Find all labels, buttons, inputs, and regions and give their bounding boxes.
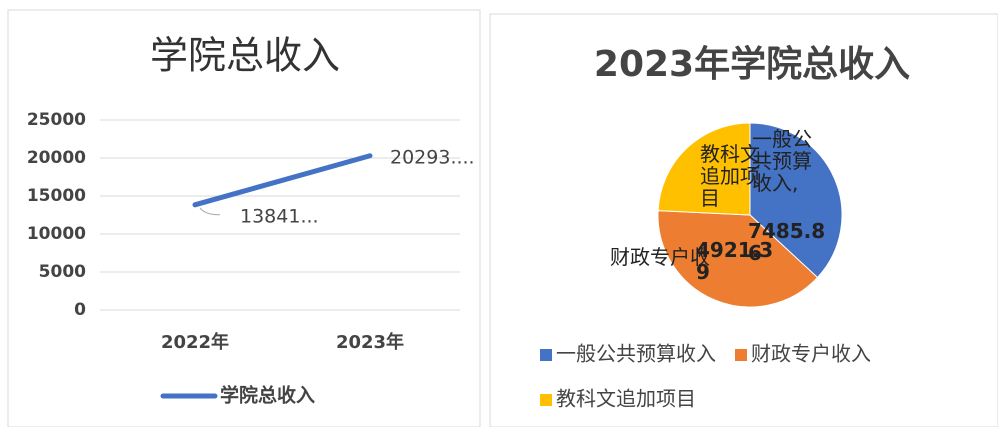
line-panel	[7, 9, 481, 427]
line-series	[192, 153, 373, 208]
legend-label: 学院总收入	[220, 384, 315, 407]
line-title: 学院总收入	[150, 34, 340, 78]
data-label: 13841...	[240, 205, 319, 227]
legend-swatch	[540, 394, 552, 406]
data-label: 20293....	[390, 146, 475, 168]
pie-slice	[657, 210, 819, 308]
pie-title: 2023年学院总收入	[594, 43, 910, 85]
pie-slice	[749, 122, 843, 279]
pie-label: 教科文追加项目	[700, 142, 760, 210]
pie-label: 财政专户收	[610, 245, 710, 269]
y-tick-label: 20000	[27, 148, 86, 168]
y-tick-label: 15000	[27, 186, 86, 206]
pie-value: 7485.86	[748, 219, 826, 265]
pie-slice	[657, 122, 751, 216]
y-tick-label: 5000	[39, 262, 86, 282]
x-tick-label: 2022年	[161, 331, 229, 353]
leader-line	[199, 207, 221, 216]
y-tick-label: 0	[74, 300, 86, 320]
x-tick-label: 2023年	[336, 331, 404, 353]
y-tick-label: 25000	[27, 110, 86, 130]
legend-swatch	[735, 349, 747, 361]
legend-label: 一般公共预算收入	[556, 342, 716, 366]
legend-label: 教科文追加项目	[556, 387, 696, 411]
legend-label: 财政专户收入	[751, 342, 871, 366]
pie-label: 一般公共预算收入,	[752, 127, 812, 195]
legend-swatch	[540, 349, 552, 361]
pie-value: 4921.39	[696, 238, 774, 284]
y-tick-label: 10000	[27, 224, 86, 244]
